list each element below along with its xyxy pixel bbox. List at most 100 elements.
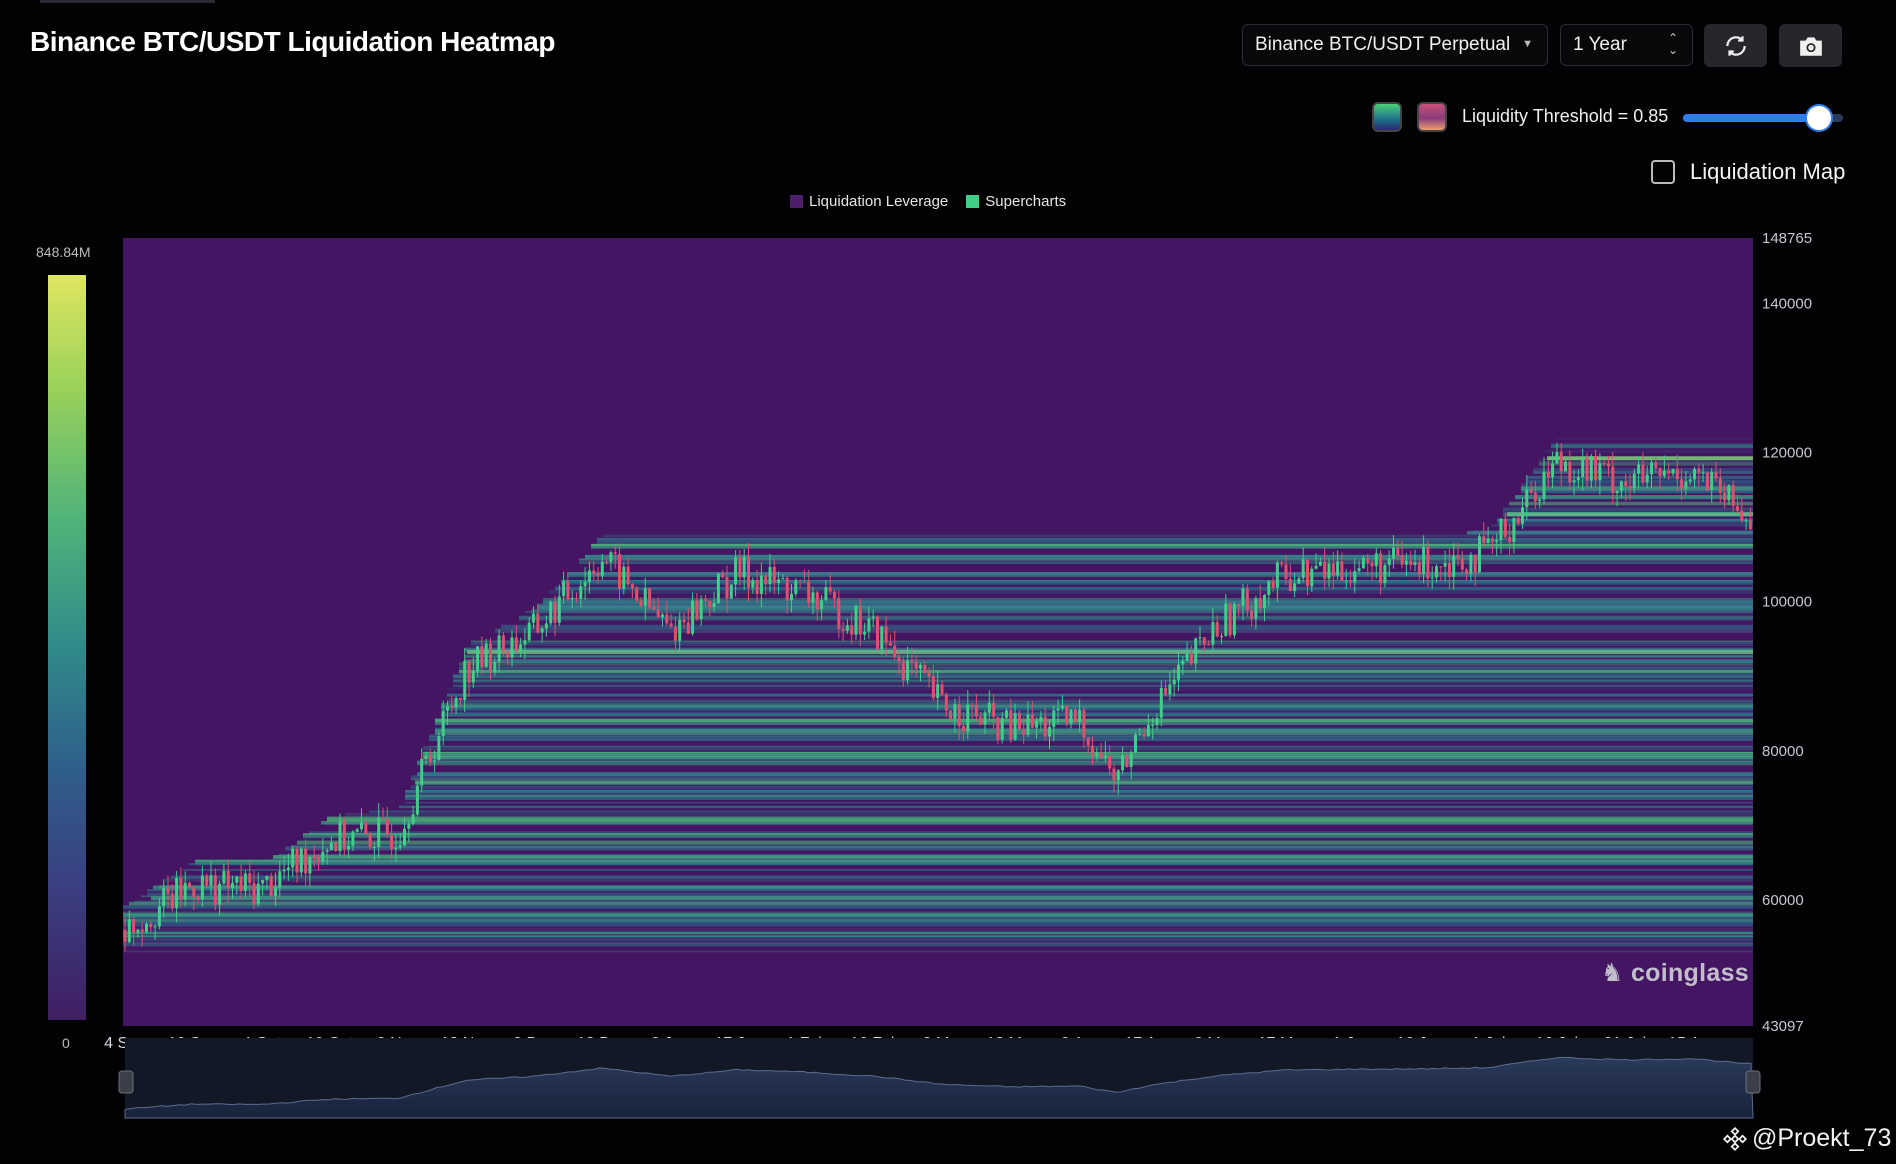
liquidation-band	[441, 712, 1753, 715]
candle-body	[949, 710, 953, 719]
liquidation-band-strong	[415, 780, 1753, 785]
candle-body	[1301, 559, 1305, 579]
candle-body	[996, 717, 1000, 740]
liquidation-band	[453, 674, 1753, 678]
candle-body	[441, 710, 445, 737]
candle-body	[1082, 709, 1086, 738]
slider-knob[interactable]	[1807, 106, 1831, 130]
liquidation-map-label[interactable]: Liquidation Map	[1690, 159, 1846, 184]
candle-body	[1366, 558, 1370, 563]
liquidation-band	[405, 791, 1753, 796]
liquidation-band	[273, 855, 1753, 859]
candle-body	[1422, 547, 1426, 574]
candle-body	[493, 661, 497, 672]
liquidation-band	[459, 669, 1753, 674]
liquidation-band	[537, 606, 1753, 609]
candle-body	[196, 896, 200, 900]
candle-body	[1198, 637, 1202, 639]
liquidation-band	[123, 905, 1753, 908]
candle-body	[884, 626, 888, 643]
candle-body	[385, 818, 389, 835]
navigator-right-handle[interactable]	[1745, 1070, 1761, 1094]
liquidity-threshold-slider[interactable]	[1683, 106, 1843, 130]
legend-item-supercharts[interactable]: Supercharts	[966, 193, 1066, 210]
liquidation-band	[1539, 462, 1753, 466]
candle-body	[1306, 559, 1309, 587]
liquidation-band	[345, 812, 1753, 818]
candle-body	[691, 600, 695, 634]
candle-body	[1189, 653, 1193, 664]
candle-body	[1159, 687, 1163, 718]
candle-body	[489, 643, 492, 672]
candle-body	[1374, 553, 1378, 567]
navigator-left-handle[interactable]	[118, 1070, 134, 1094]
candle-body	[979, 716, 983, 725]
palette-swatch-pink[interactable]	[1417, 102, 1447, 132]
liquidation-band	[411, 785, 1753, 789]
candle-body	[450, 706, 454, 708]
candle-body	[364, 822, 368, 834]
candle-body	[544, 623, 548, 629]
candle-body	[721, 573, 725, 578]
liquidation-band	[501, 624, 1753, 630]
palette-swatch-green[interactable]	[1372, 102, 1402, 132]
liquidation-band	[531, 609, 1753, 614]
candle-body	[132, 919, 136, 933]
candle-body	[940, 684, 944, 695]
candle-body	[678, 619, 682, 641]
candle-body	[1594, 456, 1598, 481]
candle-body	[850, 625, 854, 635]
candle-body	[575, 598, 578, 600]
candle-body	[514, 637, 518, 651]
candle-body	[205, 875, 209, 886]
camera-icon	[1799, 36, 1822, 56]
exchange-select[interactable]: Binance BTC/USDT Perpetual ▼	[1242, 24, 1548, 66]
candle-body	[1172, 679, 1176, 685]
candle-body	[282, 869, 286, 872]
range-select[interactable]: 1 Year ⌃ ⌄	[1560, 24, 1693, 66]
liquidation-band	[417, 760, 1753, 765]
candle-body	[708, 600, 712, 608]
candle-body	[256, 883, 260, 904]
candle-body	[1680, 479, 1684, 489]
candle-body	[1705, 472, 1709, 490]
candle-body	[1370, 562, 1374, 567]
liquidation-band	[597, 538, 1753, 542]
candle-body	[1151, 725, 1155, 727]
candle-body	[1641, 464, 1645, 483]
candle-body	[1035, 721, 1039, 728]
liquidation-band	[447, 693, 1753, 696]
candle-body	[1263, 594, 1266, 608]
liquidation-band	[1551, 445, 1753, 449]
candle-body	[1357, 568, 1361, 572]
liquidation-map-checkbox[interactable]	[1651, 160, 1675, 184]
legend-item-liquidation-leverage[interactable]: Liquidation Leverage	[790, 193, 948, 210]
candle-body	[1426, 547, 1430, 579]
refresh-button[interactable]	[1704, 24, 1767, 67]
liquidation-band	[423, 753, 1753, 757]
liquidation-band-strong	[151, 896, 1753, 901]
liquidation-band	[459, 672, 1753, 677]
color-scale-max: 848.84M	[36, 244, 91, 260]
liquidation-band	[303, 834, 1753, 839]
candle-body	[304, 848, 308, 874]
candle-body	[372, 846, 376, 848]
navigator[interactable]	[118, 1038, 1761, 1119]
candle-body	[433, 760, 437, 762]
candle-body	[1667, 470, 1671, 474]
candle-body	[639, 600, 643, 606]
candle-body	[837, 598, 841, 630]
candle-body	[501, 635, 505, 652]
candle-body	[347, 845, 351, 850]
candle-body	[1284, 564, 1288, 580]
liquidation-band	[465, 659, 1753, 663]
liquidation-band	[279, 854, 1753, 856]
candle-body	[1146, 725, 1150, 737]
candle-body	[226, 870, 230, 889]
candle-body	[622, 566, 626, 589]
candle-body	[1576, 477, 1580, 481]
candle-body	[1030, 714, 1034, 728]
screenshot-button[interactable]	[1779, 24, 1842, 67]
liquidation-band	[153, 885, 1753, 890]
